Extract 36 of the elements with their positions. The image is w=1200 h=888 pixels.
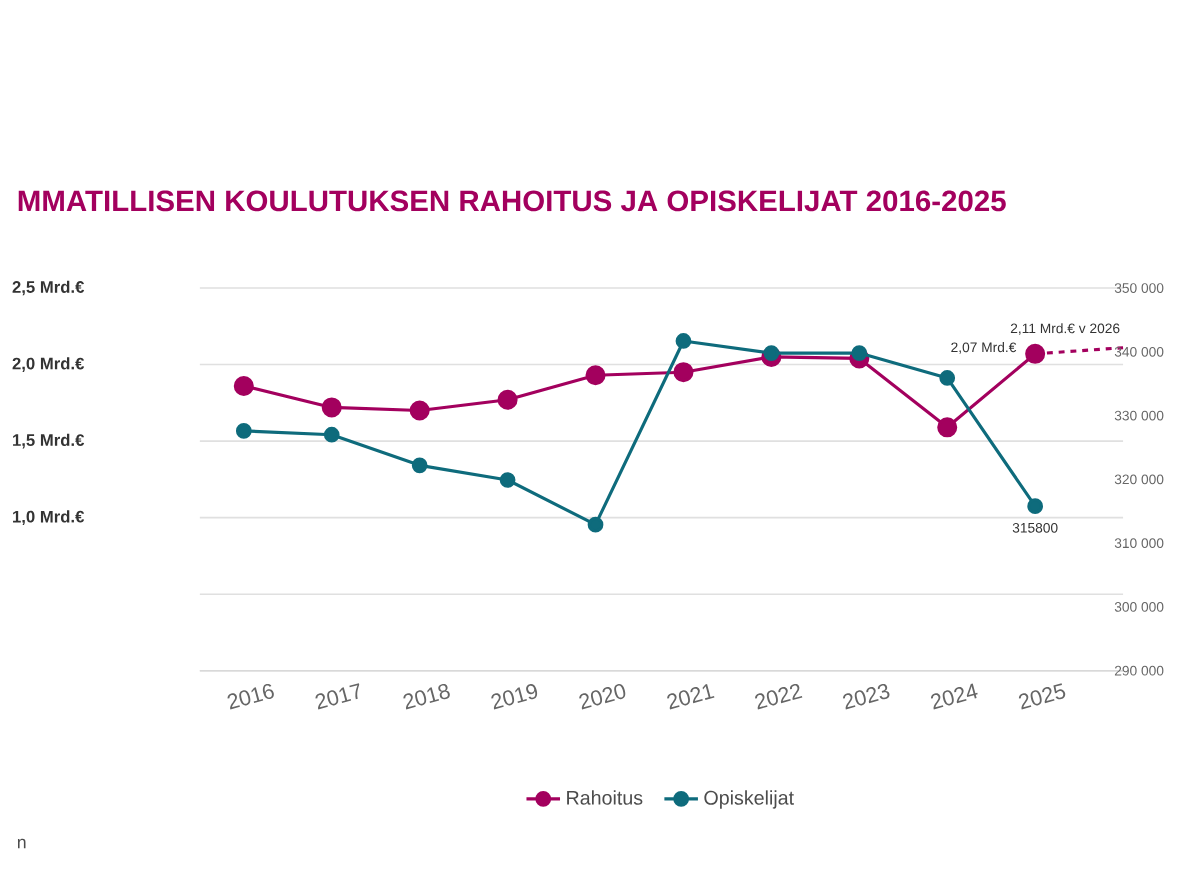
point — [497, 389, 518, 410]
x-tick-label: 2024 — [930, 683, 978, 710]
x-tick-label: 2019 — [491, 684, 538, 710]
point — [851, 345, 868, 362]
point — [409, 400, 430, 421]
x-tick-label: 2020 — [579, 684, 626, 710]
point — [1027, 498, 1044, 515]
text: n — [17, 838, 26, 849]
point — [763, 345, 780, 362]
point — [675, 333, 692, 349]
point — [321, 397, 342, 418]
x-tick-label: 2018 — [403, 684, 450, 710]
point — [1025, 343, 1046, 364]
point — [939, 370, 956, 386]
x-tick-label: 2017 — [315, 683, 360, 710]
point — [411, 457, 428, 474]
x-tick-label: 2021 — [667, 684, 715, 710]
x-tick-label: 2025 — [1018, 683, 1066, 710]
point — [235, 423, 252, 439]
x-tick-label: 2016 — [227, 684, 274, 710]
point — [323, 426, 340, 443]
x-tick-label: 2023 — [843, 684, 890, 710]
point — [937, 417, 958, 438]
x-tick-label: 2022 — [755, 684, 803, 710]
y-tick-label: 1,5 Mrd.€ — [13, 433, 85, 449]
y-tick-label: 2,0 Mrd.€ — [12, 357, 85, 373]
point — [673, 362, 694, 383]
y-tick-label: 1,0 Mrd.€ — [13, 510, 85, 526]
legend-label: Rahoitus — [567, 790, 643, 805]
point — [233, 376, 254, 397]
y-tick-label: 2,5 Mrd.€ — [12, 280, 85, 296]
point — [585, 365, 606, 386]
chart-title: MMATILLISEN KOULUTUKSEN RAHOITUS JA OPISKELIJAT 2016-2025 — [18, 190, 1006, 212]
point — [499, 472, 516, 488]
legend-label: Opiskelijat — [704, 790, 794, 809]
point — [587, 516, 604, 533]
